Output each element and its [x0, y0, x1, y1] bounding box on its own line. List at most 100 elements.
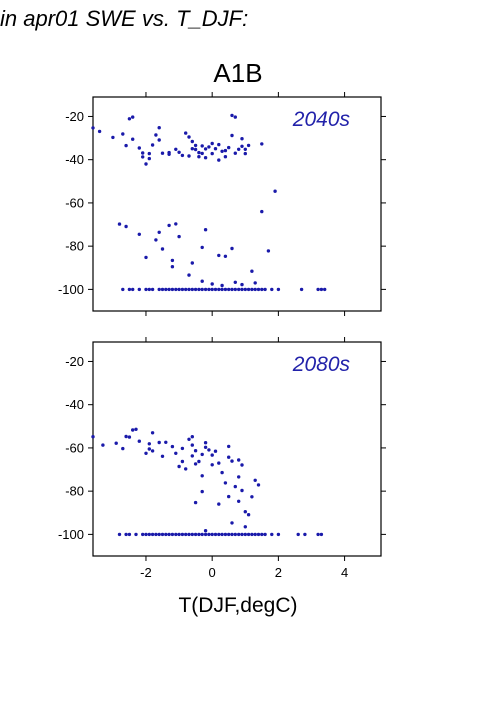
data-point: [273, 189, 277, 193]
data-point: [160, 532, 165, 537]
data-point: [319, 532, 324, 537]
x-tick-label: -2: [140, 565, 152, 580]
data-point: [101, 443, 105, 447]
data-point: [246, 287, 251, 292]
data-point: [237, 499, 241, 503]
data-point: [256, 483, 261, 487]
data-point: [220, 149, 224, 153]
data-point: [316, 287, 320, 292]
data-point: [203, 441, 208, 445]
data-point: [256, 532, 261, 537]
data-point: [227, 145, 231, 150]
data-point: [131, 287, 135, 292]
data-point: [124, 434, 128, 439]
scenario-title: A1B: [213, 58, 263, 88]
data-point: [154, 133, 158, 137]
data-point: [147, 532, 151, 537]
data-point: [220, 287, 224, 292]
data-point: [299, 287, 304, 292]
data-point: [141, 155, 145, 159]
data-point: [121, 287, 125, 292]
data-point: [177, 464, 181, 469]
data-point: [157, 230, 161, 234]
data-point: [160, 454, 165, 458]
data-point: [114, 441, 118, 445]
data-point: [187, 154, 191, 158]
data-point: [190, 261, 194, 265]
data-point: [124, 224, 128, 229]
data-point: [197, 155, 201, 159]
data-point: [190, 287, 194, 292]
x-tick-label: 0: [209, 565, 216, 580]
data-point: [200, 245, 204, 250]
data-point: [227, 455, 231, 459]
data-point: [190, 435, 194, 439]
y-tick-label: -100: [58, 527, 84, 542]
data-point: [203, 532, 208, 537]
data-point: [250, 269, 254, 273]
data-point: [233, 287, 237, 292]
data-point: [253, 478, 257, 482]
data-point: [253, 287, 257, 292]
data-point: [147, 447, 151, 451]
data-point: [170, 287, 175, 292]
data-point: [127, 117, 132, 121]
data-point: [180, 287, 185, 292]
y-tick-label: -20: [65, 109, 84, 124]
data-point: [150, 532, 155, 537]
data-point: [190, 147, 194, 151]
data-point: [230, 133, 234, 138]
data-point: [144, 255, 148, 260]
data-point: [263, 287, 267, 292]
data-point: [246, 143, 251, 148]
data-point: [124, 143, 128, 148]
period-label: 2040s: [292, 108, 351, 131]
data-point: [184, 467, 188, 471]
data-point: [193, 462, 198, 466]
data-point: [220, 283, 224, 288]
data-point: [217, 287, 221, 292]
data-point: [210, 453, 214, 457]
data-point: [203, 287, 208, 292]
data-point: [240, 532, 244, 537]
data-point: [217, 502, 221, 506]
data-point: [197, 532, 201, 537]
data-point: [150, 287, 155, 292]
data-point: [141, 151, 145, 155]
data-point: [223, 481, 228, 485]
data-point: [243, 510, 247, 514]
y-tick-label: -80: [65, 239, 84, 254]
data-point: [256, 287, 261, 292]
data-point: [250, 532, 254, 537]
data-point: [150, 431, 155, 435]
data-point: [210, 463, 214, 467]
data-point: [164, 532, 168, 537]
data-point: [217, 158, 221, 162]
data-point: [243, 151, 247, 156]
data-point: [260, 209, 264, 214]
data-point: [316, 532, 320, 537]
data-point: [203, 529, 208, 533]
data-point: [91, 126, 95, 130]
data-point: [217, 461, 221, 465]
data-point: [167, 287, 171, 292]
data-point: [200, 287, 204, 292]
data-point: [263, 532, 267, 537]
data-point: [203, 228, 208, 232]
data-point: [276, 287, 281, 292]
data-point: [230, 532, 234, 537]
data-point: [200, 474, 204, 478]
data-point: [144, 287, 148, 292]
data-point: [193, 147, 198, 152]
data-point: [160, 247, 165, 251]
data-point: [230, 459, 234, 463]
data-point: [233, 532, 237, 537]
data-point: [240, 488, 244, 493]
data-point: [144, 162, 148, 166]
data-point: [203, 147, 208, 151]
data-point: [233, 280, 237, 284]
data-point: [217, 253, 221, 258]
data-point: [174, 222, 178, 226]
data-point: [210, 141, 214, 146]
data-point: [157, 532, 161, 537]
